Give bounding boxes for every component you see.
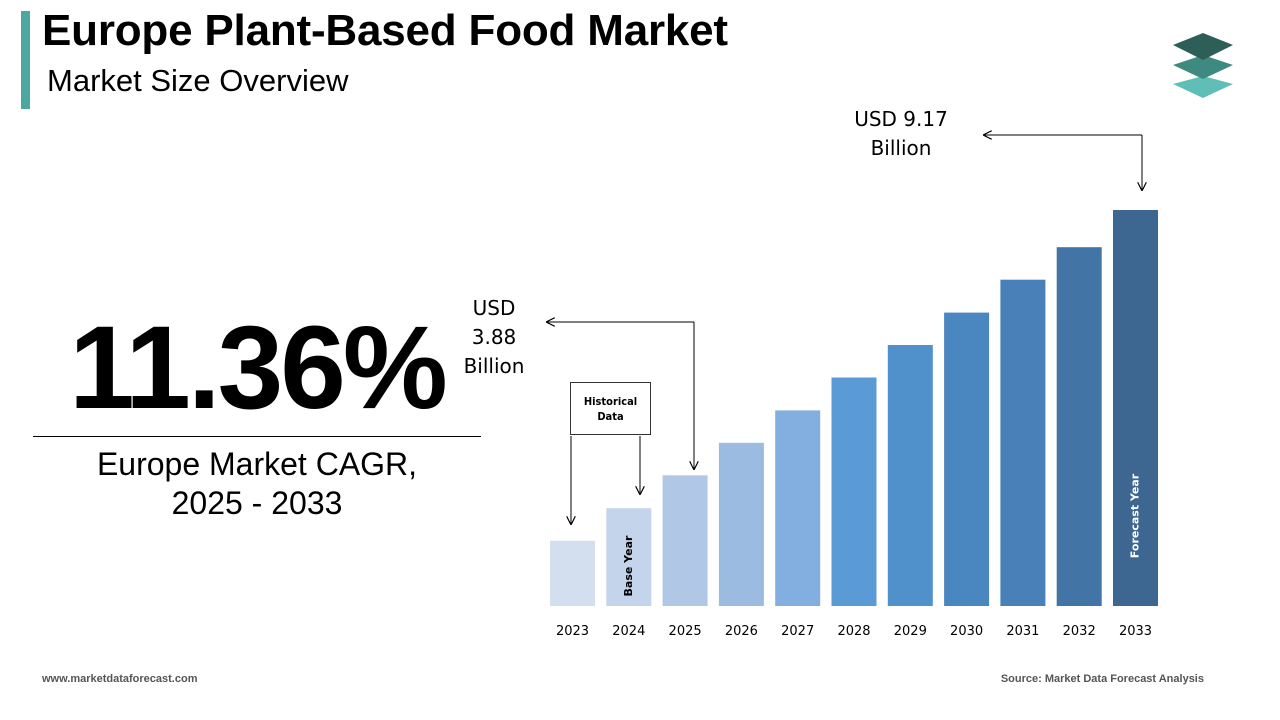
bar-2024 — [606, 508, 652, 606]
historical-box-line1: Historical — [583, 394, 638, 408]
page-title: Europe Plant-Based Food Market — [42, 6, 728, 55]
x-tick-label: 2024 — [612, 624, 645, 639]
footer-website: www.marketdataforecast.com — [42, 673, 198, 685]
bar-2033 — [1113, 210, 1158, 606]
bar-2029 — [887, 345, 933, 606]
x-tick-label: 2033 — [1119, 624, 1152, 639]
historical-data-box: Historical Data — [570, 382, 651, 435]
x-tick-label: 2027 — [781, 624, 814, 639]
footer-source: Source: Market Data Forecast Analysis — [1000, 673, 1204, 685]
cagr-label-line1: Europe Market CAGR, — [96, 446, 418, 482]
x-tick-label: 2031 — [1006, 624, 1039, 639]
x-tick-label: 2028 — [837, 624, 870, 639]
cagr-label: Europe Market CAGR, 2025 - 2033 — [33, 445, 481, 523]
bar-2023 — [550, 540, 595, 606]
cagr-label-line2: 2025 - 2033 — [171, 485, 343, 521]
end-value-annotation: USD 9.17 Billion — [840, 105, 962, 163]
bar-2031 — [1000, 279, 1046, 606]
x-tick-label: 2032 — [1063, 624, 1096, 639]
bar-2027 — [775, 410, 821, 606]
x-tick-label: 2025 — [669, 624, 702, 639]
cagr-value: 11.36% — [69, 302, 448, 434]
bar-inner-label: Base Year — [622, 535, 635, 596]
historical-box-line2: Data — [597, 409, 624, 423]
bar-2028 — [831, 377, 877, 606]
start-value-line1: USD — [472, 296, 516, 320]
start-value-annotation: USD 3.88 Billion — [458, 294, 530, 381]
bar-2025 — [662, 475, 708, 606]
bar-2030 — [944, 312, 990, 606]
bar-inner-label: Forecast Year — [1129, 473, 1142, 558]
cagr-divider — [33, 436, 481, 437]
bar-2026 — [718, 442, 764, 606]
x-tick-label: 2023 — [556, 624, 589, 639]
title-accent-bar — [21, 11, 30, 109]
x-tick-label: 2026 — [725, 624, 758, 639]
bar-2032 — [1056, 247, 1102, 606]
end-value-line1: USD 9.17 — [854, 107, 948, 131]
page-subtitle: Market Size Overview — [47, 63, 349, 98]
x-tick-label: 2029 — [894, 624, 927, 639]
x-tick-label: 2030 — [950, 624, 983, 639]
end-value-line2: Billion — [870, 136, 932, 160]
start-value-line2: 3.88 — [471, 325, 517, 349]
start-value-line3: Billion — [463, 354, 525, 378]
layers-logo-icon — [1173, 33, 1233, 98]
